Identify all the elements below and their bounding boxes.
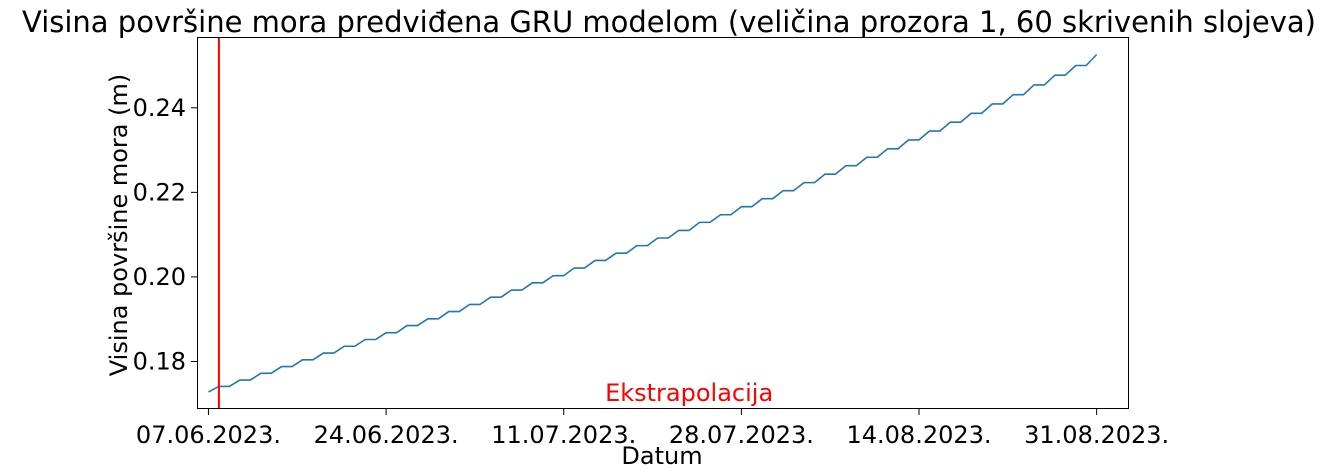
y-tick-label: 0.24: [133, 94, 186, 122]
x-axis-label: Datum: [621, 442, 702, 470]
chart-title: Visina površine mora predviđena GRU mode…: [22, 5, 1316, 39]
y-axis-label: Visina površine mora (m): [105, 74, 133, 376]
series-line: [208, 53, 1098, 393]
x-tick-label: 11.07.2023.: [491, 421, 636, 449]
annotation-label: Ekstrapolacija: [605, 379, 773, 407]
x-tick-label: 14.08.2023.: [846, 421, 991, 449]
x-tick-label: 07.06.2023.: [136, 421, 281, 449]
y-tick-label: 0.20: [133, 263, 186, 291]
x-tick-label: 31.08.2023.: [1024, 421, 1169, 449]
plot-frame: [197, 37, 1129, 409]
y-tick-label: 0.18: [133, 347, 186, 375]
y-tick-label: 0.22: [133, 178, 186, 206]
x-tick-label: 28.07.2023.: [669, 421, 814, 449]
x-tick-label: 24.06.2023.: [314, 421, 459, 449]
